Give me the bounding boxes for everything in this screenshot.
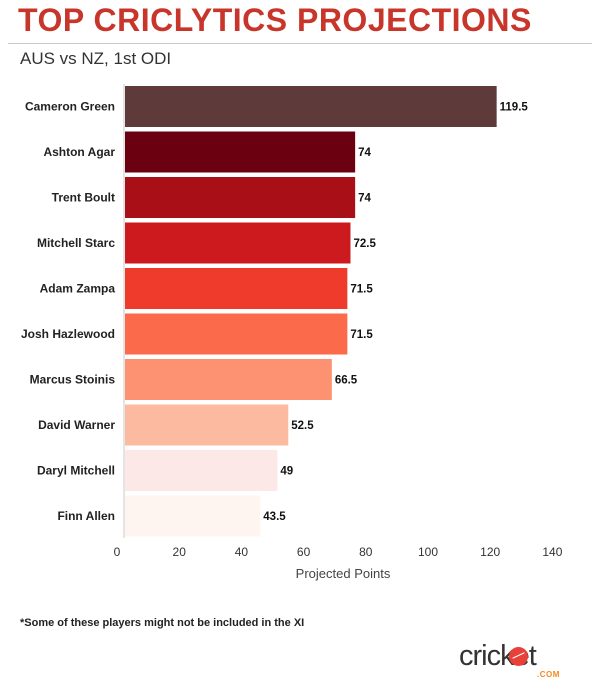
cricket-com-logo: cricket .COM <box>459 640 574 680</box>
data-label-3: 72.5 <box>353 238 376 250</box>
x-tick-label-1: 20 <box>173 545 187 559</box>
chart-subtitle: AUS vs NZ, 1st ODI <box>20 49 172 68</box>
x-tick-label-6: 120 <box>480 545 500 559</box>
bar-8 <box>125 450 278 491</box>
category-label-1: Ashton Agar <box>43 145 115 159</box>
brand-suffix: .COM <box>537 670 560 679</box>
data-label-1: 74 <box>358 147 371 159</box>
footnote: *Some of these players might not be incl… <box>20 617 305 629</box>
data-label-4: 71.5 <box>350 284 373 296</box>
bar-2 <box>125 177 356 218</box>
category-label-6: Marcus Stoinis <box>30 373 116 387</box>
category-label-8: Daryl Mitchell <box>37 464 115 478</box>
category-label-5: Josh Hazlewood <box>21 327 115 341</box>
category-label-0: Cameron Green <box>25 100 115 114</box>
data-label-9: 43.5 <box>263 511 286 523</box>
category-label-2: Trent Boult <box>52 191 115 205</box>
chart-title: TOP CRICLYTICS PROJECTIONS <box>18 2 532 38</box>
data-label-8: 49 <box>280 466 293 478</box>
data-label-2: 74 <box>358 193 371 205</box>
x-tick-label-3: 60 <box>297 545 311 559</box>
bar-5 <box>125 313 348 355</box>
category-label-7: David Warner <box>38 418 115 432</box>
x-tick-label-0: 0 <box>114 545 121 559</box>
bar-6 <box>125 359 332 400</box>
data-label-7: 52.5 <box>291 420 314 432</box>
category-label-3: Mitchell Starc <box>37 236 115 250</box>
x-tick-label-5: 100 <box>418 545 438 559</box>
bar-7 <box>125 404 289 446</box>
data-label-6: 66.5 <box>335 375 358 387</box>
x-tick-label-4: 80 <box>359 545 373 559</box>
data-label-0: 119.5 <box>500 102 529 114</box>
title-divider <box>8 43 592 44</box>
bar-1 <box>125 131 356 173</box>
bar-4 <box>125 268 348 309</box>
cricket-ball-icon <box>509 647 528 666</box>
category-label-9: Finn Allen <box>57 509 115 523</box>
x-axis-label: Projected Points <box>296 566 391 581</box>
bar-chart: Cameron Green 119.5 Ashton Agar 74 Trent Bou… <box>21 84 563 581</box>
bar-3 <box>125 222 351 264</box>
bar-9 <box>125 495 261 537</box>
bar-0 <box>125 86 497 127</box>
category-label-4: Adam Zampa <box>40 282 116 296</box>
x-tick-label-7: 140 <box>542 545 562 559</box>
data-label-5: 71.5 <box>350 329 373 341</box>
x-tick-label-2: 40 <box>235 545 249 559</box>
